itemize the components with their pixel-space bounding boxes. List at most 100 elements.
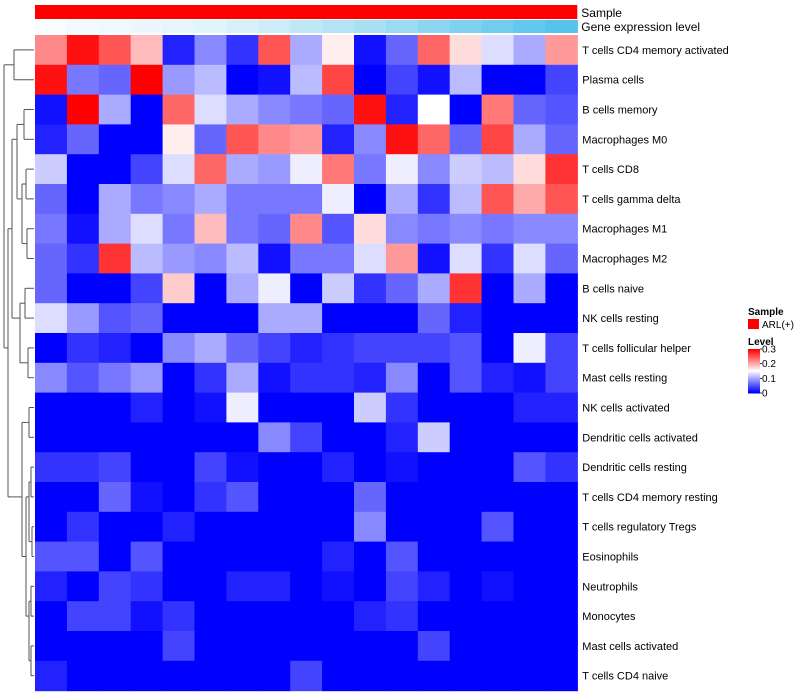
heatmap-cell bbox=[322, 541, 355, 572]
legend-colorbar-segment bbox=[748, 354, 760, 356]
heatmap-cell bbox=[194, 154, 227, 185]
heatmap-cell bbox=[417, 362, 451, 394]
heatmap-cell bbox=[98, 124, 132, 155]
heatmap-cell bbox=[354, 154, 387, 185]
legend-colorbar-segment bbox=[748, 382, 760, 384]
heatmap-cell bbox=[513, 660, 546, 692]
heatmap-cell bbox=[194, 273, 227, 304]
heatmap-cell bbox=[130, 571, 164, 602]
heatmap-cell bbox=[385, 392, 419, 423]
heatmap-cell bbox=[162, 154, 196, 185]
legend-level-tick-label: 0 bbox=[762, 389, 768, 400]
heatmap-cell bbox=[258, 35, 291, 66]
heatmap-cell bbox=[258, 452, 291, 483]
heatmap-cell bbox=[417, 571, 451, 602]
legend-sample-swatch bbox=[748, 319, 759, 329]
heatmap-cell bbox=[354, 422, 387, 453]
legend-colorbar-segment bbox=[748, 370, 760, 372]
legend-level-title: Level bbox=[748, 337, 774, 348]
heatmap-cell bbox=[258, 541, 291, 572]
heatmap-cell bbox=[449, 124, 483, 155]
heatmap-cell bbox=[322, 273, 355, 304]
heatmap-cell bbox=[290, 511, 323, 543]
heatmap-cell bbox=[130, 482, 164, 513]
heatmap-cell bbox=[322, 35, 355, 66]
heatmap-cell bbox=[258, 631, 291, 662]
heatmap-cell bbox=[545, 184, 578, 215]
legend-colorbar-segment bbox=[748, 386, 760, 388]
heatmap-cell bbox=[417, 631, 451, 662]
heatmap-cell bbox=[130, 511, 164, 543]
heatmap-cell bbox=[130, 631, 164, 662]
heatmap-cell bbox=[258, 482, 291, 513]
heatmap-cell bbox=[322, 124, 355, 155]
heatmap-cell bbox=[417, 213, 451, 245]
row-label: Macrophages M0 bbox=[582, 134, 667, 146]
heatmap-cell bbox=[226, 452, 259, 483]
legend-colorbar-segment bbox=[748, 360, 760, 362]
expression-annotation-cell bbox=[354, 20, 387, 33]
expression-annotation-cell bbox=[290, 20, 323, 33]
legend-colorbar-segment bbox=[748, 384, 760, 386]
row-label: T cells gamma delta bbox=[582, 194, 681, 206]
heatmap-cell bbox=[35, 64, 68, 96]
heatmap-cell bbox=[130, 452, 164, 483]
heatmap-cell bbox=[545, 660, 578, 692]
heatmap-cell bbox=[258, 94, 291, 125]
heatmap-cell bbox=[194, 243, 227, 274]
heatmap-cell bbox=[98, 631, 132, 662]
heatmap-cell bbox=[162, 571, 196, 602]
heatmap-cell bbox=[322, 422, 355, 453]
heatmap-cell bbox=[545, 35, 578, 66]
heatmap-cell bbox=[449, 422, 483, 453]
legend-level-tick-label: 0.2 bbox=[762, 359, 776, 370]
heatmap-cell bbox=[35, 213, 68, 245]
row-labels: T cells CD4 memory activated Plasma cells… bbox=[582, 45, 729, 683]
legend-colorbar-segment bbox=[748, 376, 760, 378]
heatmap-cell bbox=[162, 213, 196, 245]
row-label: Macrophages M1 bbox=[582, 224, 667, 236]
row-label: B cells naive bbox=[582, 283, 644, 295]
heatmap-cell bbox=[417, 333, 451, 364]
legend-colorbar-segment bbox=[748, 378, 760, 380]
heatmap-cell bbox=[354, 35, 387, 66]
heatmap-cell bbox=[35, 35, 68, 66]
heatmap-cell bbox=[322, 362, 355, 394]
heatmap-cell bbox=[385, 35, 419, 66]
heatmap-cell bbox=[162, 35, 196, 66]
heatmap-cell bbox=[417, 124, 451, 155]
heatmap-cell bbox=[130, 541, 164, 572]
heatmap-cell bbox=[226, 571, 259, 602]
heatmap-cells bbox=[35, 35, 578, 692]
row-label: T cells CD4 memory resting bbox=[582, 492, 718, 504]
heatmap-cell bbox=[385, 511, 419, 543]
heatmap-cell bbox=[35, 511, 68, 543]
legend-colorbar-segment bbox=[748, 366, 760, 368]
heatmap-cell bbox=[545, 303, 578, 334]
heatmap-cell bbox=[66, 303, 100, 334]
heatmap-cell bbox=[35, 94, 68, 125]
heatmap-cell bbox=[322, 660, 355, 692]
heatmap-cell bbox=[322, 631, 355, 662]
legend-colorbar-segment bbox=[748, 362, 760, 364]
heatmap-cell bbox=[449, 482, 483, 513]
legend-colorbar-segment bbox=[748, 390, 760, 392]
heatmap-cell bbox=[513, 35, 546, 66]
expression-annotation-cell bbox=[322, 20, 355, 33]
heatmap-cell bbox=[98, 303, 132, 334]
heatmap-cell bbox=[449, 213, 483, 245]
heatmap-cell bbox=[385, 452, 419, 483]
legend-colorbar-segment bbox=[748, 365, 760, 367]
legend-colorbar-segment bbox=[748, 371, 760, 373]
heatmap-cell bbox=[481, 571, 515, 602]
heatmap-cell bbox=[545, 94, 578, 125]
heatmap-cell bbox=[35, 660, 68, 692]
heatmap-cell bbox=[513, 333, 546, 364]
heatmap-cell bbox=[130, 94, 164, 125]
row-label: Dendritic cells activated bbox=[582, 432, 698, 444]
legend-sample-label: ARL(+) bbox=[762, 320, 794, 331]
heatmap-cell bbox=[35, 422, 68, 453]
heatmap-cell bbox=[66, 273, 100, 304]
heatmap-cell bbox=[194, 571, 227, 602]
